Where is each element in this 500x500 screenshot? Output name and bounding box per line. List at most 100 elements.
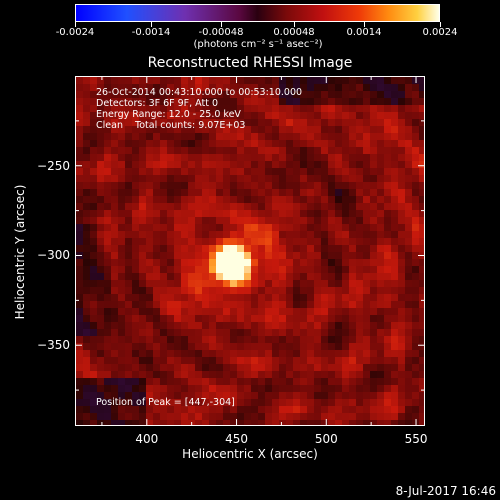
heatmap-cell (76, 182, 84, 190)
heatmap-cell (118, 406, 126, 414)
heatmap-cell (391, 175, 399, 183)
heatmap-cell (279, 315, 287, 323)
heatmap-cell (167, 175, 175, 183)
heatmap-cell (349, 217, 357, 225)
heatmap-cell (202, 105, 210, 113)
heatmap-cell (104, 224, 112, 232)
heatmap-cell (195, 147, 203, 155)
heatmap-cell (300, 119, 308, 127)
heatmap-cell (153, 245, 161, 253)
heatmap-cell (398, 105, 406, 113)
heatmap-cell (104, 378, 112, 386)
heatmap-cell (76, 91, 84, 99)
heatmap-cell (419, 350, 424, 358)
heatmap-cell (349, 406, 357, 414)
heatmap-cell (174, 259, 182, 267)
heatmap-cell (104, 203, 112, 211)
heatmap-cell (377, 112, 385, 120)
heatmap-cell (349, 112, 357, 120)
heatmap-cell (209, 273, 217, 281)
heatmap-cell (125, 245, 133, 253)
heatmap-cell (349, 182, 357, 190)
heatmap-cell (272, 343, 280, 351)
heatmap-cell (419, 84, 424, 92)
heatmap-cell (83, 77, 91, 85)
heatmap-cell (391, 420, 399, 425)
heatmap-cell (216, 140, 224, 148)
heatmap-cell (349, 189, 357, 197)
heatmap-cell (398, 280, 406, 288)
heatmap-cell (230, 350, 238, 358)
heatmap-cell (335, 385, 343, 393)
heatmap-cell (356, 413, 364, 421)
heatmap-cell (342, 259, 350, 267)
heatmap-cell (335, 98, 343, 106)
heatmap-cell (83, 343, 91, 351)
heatmap-cell (321, 238, 329, 246)
heatmap-cell (146, 336, 154, 344)
heatmap-cell (104, 301, 112, 309)
heatmap-cell (321, 224, 329, 232)
heatmap-cell (167, 91, 175, 99)
image-plot-area[interactable]: 26-Oct-2014 00:43:10.000 to 00:53:10.000… (75, 76, 425, 426)
heatmap-cell (118, 105, 126, 113)
heatmap-cell (153, 301, 161, 309)
heatmap-cell (293, 364, 301, 372)
heatmap-cell (335, 392, 343, 400)
heatmap-cell (202, 294, 210, 302)
heatmap-cell (90, 357, 98, 365)
heatmap-cell (412, 392, 420, 400)
heatmap-cell (146, 252, 154, 260)
heatmap-cell (328, 140, 336, 148)
heatmap-cell (321, 315, 329, 323)
heatmap-cell (328, 77, 336, 85)
heatmap-cell (272, 371, 280, 379)
heatmap-cell (251, 182, 259, 190)
heatmap-cell (405, 399, 413, 407)
heatmap-cell (132, 385, 140, 393)
heatmap-cell (356, 259, 364, 267)
heatmap-cell (104, 175, 112, 183)
heatmap-cell (167, 147, 175, 155)
heatmap-cell (419, 126, 424, 134)
heatmap-cell (293, 189, 301, 197)
heatmap-cell (188, 343, 196, 351)
heatmap-cell (90, 98, 98, 106)
heatmap-cell (349, 168, 357, 176)
heatmap-cell (328, 147, 336, 155)
heatmap-cell (104, 329, 112, 337)
heatmap-cell (335, 343, 343, 351)
heatmap-cell (195, 259, 203, 267)
heatmap-cell (300, 294, 308, 302)
heatmap-cell (279, 308, 287, 316)
heatmap-cell (202, 238, 210, 246)
heatmap-cell (342, 203, 350, 211)
heatmap-cell (370, 91, 378, 99)
heatmap-cell (384, 245, 392, 253)
heatmap-cell (230, 420, 238, 425)
heatmap-cell (363, 238, 371, 246)
heatmap-cell (146, 371, 154, 379)
heatmap-cell (279, 238, 287, 246)
heatmap-cell (111, 98, 119, 106)
heatmap-cell (223, 420, 231, 425)
heatmap-cell (307, 84, 315, 92)
heatmap-cell (90, 371, 98, 379)
heatmap-cell (258, 98, 266, 106)
heatmap-cell (293, 182, 301, 190)
heatmap-cell (328, 154, 336, 162)
heatmap-cell (153, 119, 161, 127)
heatmap-cell (398, 406, 406, 414)
heatmap-cell (153, 420, 161, 425)
heatmap-cell (167, 189, 175, 197)
heatmap-cell (398, 238, 406, 246)
heatmap-cell (293, 140, 301, 148)
heatmap-cell (300, 91, 308, 99)
heatmap-cell (223, 168, 231, 176)
heatmap-cell (419, 308, 424, 316)
heatmap-cell (125, 217, 133, 225)
heatmap-cell (174, 175, 182, 183)
heatmap-cell (209, 161, 217, 169)
heatmap-cell (405, 238, 413, 246)
heatmap-cell (272, 231, 280, 239)
